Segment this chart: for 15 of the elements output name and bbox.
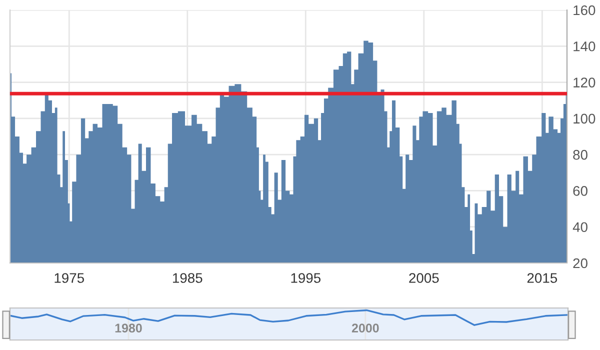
y-tick-label: 40 xyxy=(572,222,588,232)
y-tick-label: 100 xyxy=(574,114,596,124)
y-tick-label: 60 xyxy=(573,186,588,196)
x-tick-label: 1980 xyxy=(115,324,142,333)
y-tick-label: 80 xyxy=(573,150,588,160)
y-tick-label: 20 xyxy=(573,258,588,268)
y-tick-label: 120 xyxy=(574,78,596,88)
x-tick-label: 2005 xyxy=(409,273,439,283)
x-tick-label: 1975 xyxy=(54,273,84,283)
x-tick-label: 1985 xyxy=(173,273,202,283)
x-tick-label: 2000 xyxy=(352,324,379,333)
x-tick-label: 2015 xyxy=(527,273,558,283)
y-tick-label: 160 xyxy=(574,5,596,16)
x-tick-label: 1995 xyxy=(291,273,321,283)
y-tick-label: 140 xyxy=(574,41,596,52)
